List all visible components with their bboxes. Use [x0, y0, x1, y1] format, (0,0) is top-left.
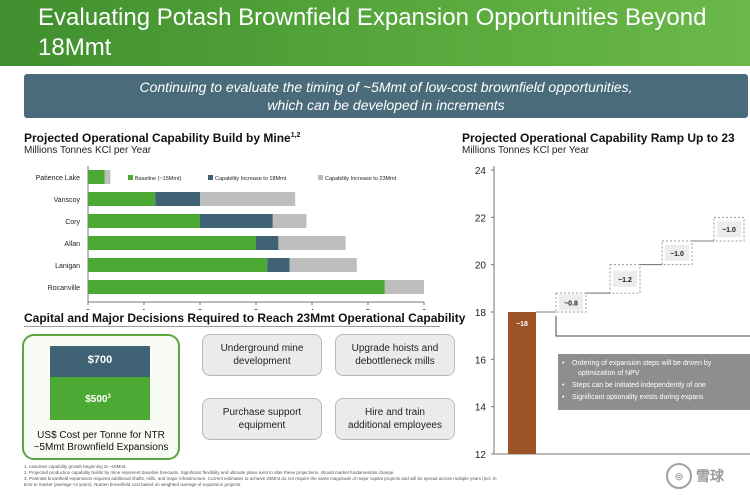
- y-tick-label: Vanscoy: [54, 197, 81, 204]
- bar-segment: [278, 236, 346, 250]
- bar-segment: [88, 214, 200, 228]
- bar-segment: [256, 236, 279, 250]
- bar-segment: [200, 192, 296, 206]
- bar-segment: [88, 236, 256, 250]
- x-tick-label: 1: [142, 308, 147, 310]
- step-label: ~1.2: [618, 277, 632, 284]
- y-tick-label: Cory: [65, 219, 80, 226]
- footnote-3: 3. Potential brownfield expansions requi…: [24, 476, 497, 481]
- start-bar: [508, 312, 536, 454]
- bar-segment: [289, 258, 357, 272]
- bar-segment: [200, 214, 273, 228]
- y-tick-label: 20: [475, 261, 487, 272]
- note-bullet: •: [562, 394, 565, 401]
- decision-upgrade-hoists: Upgrade hoists and debottleneck mills: [335, 334, 455, 376]
- cost-bar-graphic: $700 $5003: [50, 346, 150, 420]
- note-text: Steps can be initiated independently of …: [572, 382, 706, 389]
- inner-cost-sup: 3: [107, 394, 111, 400]
- y-tick-label: 14: [475, 403, 487, 414]
- x-tick-label: 5: [366, 308, 371, 310]
- page-title: Evaluating Potash Brownfield Expansion O…: [38, 4, 707, 61]
- footnotes: 1. Assumes capability growth beginning a…: [24, 464, 744, 498]
- note-text: optimization of NPV: [578, 370, 640, 377]
- inner-cost-value: $500: [85, 394, 108, 405]
- cost-caption: US$ Cost per Tonne for NTR ~5Mmt Brownfi…: [33, 430, 169, 453]
- x-tick-label: 0: [86, 308, 91, 310]
- x-tick-label: 4: [310, 308, 315, 310]
- cost-per-tonne-box: $700 $5003 US$ Cost per Tonne for NTR ~5…: [22, 334, 180, 460]
- y-tick-label: 22: [475, 213, 487, 224]
- inner-cost-bar: [50, 377, 150, 420]
- y-tick-label: 24: [475, 166, 487, 177]
- note-bullet: •: [562, 360, 565, 367]
- start-bar-label: ~18: [516, 321, 528, 328]
- inner-cost-label: $5003: [85, 394, 111, 405]
- capital-divider: [24, 326, 440, 327]
- note-text: Significant optionality exists during ex…: [572, 394, 704, 401]
- right-chart-title: Projected Operational Capability Ramp Up…: [462, 131, 735, 145]
- legend-swatch: [208, 175, 213, 180]
- header-bar: Evaluating Potash Brownfield Expansion O…: [0, 0, 750, 66]
- notes-box: [558, 354, 750, 410]
- step-label-box: [717, 221, 741, 238]
- legend-label: Baseline (~15Mmt): [135, 176, 181, 182]
- step-label: ~0.8: [564, 301, 578, 308]
- left-chart-title-text: Projected Operational Capability Build b…: [24, 131, 291, 145]
- y-tick-label: Lanigan: [55, 263, 80, 270]
- note-text: Ordering of expansion steps will be driv…: [572, 360, 712, 367]
- step-label-box: [613, 270, 637, 287]
- capital-section-title: Capital and Major Decisions Required to …: [24, 311, 466, 325]
- decision-underground-mine: Underground mine development: [202, 334, 322, 376]
- bar-segment: [384, 280, 424, 294]
- left-chart-subtitle: Millions Tonnes KCl per Year: [24, 145, 152, 156]
- snowball-logo-icon: ◎: [666, 463, 692, 489]
- watermark-text: 雪球: [696, 468, 724, 484]
- step-label-box: [559, 294, 583, 311]
- footnote-2: 2. Projected production capability build…: [24, 470, 395, 475]
- legend-swatch: [128, 175, 133, 180]
- bar-segment: [88, 258, 268, 272]
- x-tick-label: 6: [422, 308, 427, 310]
- y-tick-label: Allan: [64, 241, 80, 248]
- left-chart-title: Projected Operational Capability Build b…: [24, 131, 300, 145]
- bar-segment: [88, 170, 105, 184]
- decision-support-equipment: Purchase support equipment: [202, 398, 322, 440]
- y-tick-label: 16: [475, 355, 487, 366]
- legend-label: Capability Increase to 18Mmt: [215, 176, 287, 182]
- legend-label: Capability Increase to 23Mmt: [325, 176, 397, 182]
- y-tick-label: 12: [475, 450, 487, 460]
- step-label: ~1.0: [670, 251, 684, 258]
- left-chart-title-sup: 1,2: [290, 132, 301, 139]
- x-tick-label: 3: [254, 308, 259, 310]
- step-label: ~1.0: [722, 227, 736, 234]
- steps-bracket: [555, 316, 750, 337]
- total-cost-label: $700: [88, 354, 112, 366]
- right-chart-subtitle: Millions Tonnes KCl per Year: [462, 145, 590, 156]
- bar-segment: [88, 192, 156, 206]
- y-tick-label: Rocanville: [48, 285, 80, 292]
- y-tick-label: Patience Lake: [36, 175, 80, 182]
- bar-segment: [155, 192, 200, 206]
- mine-capability-chart: Patience Lake Vanscoy Cory Allan Lanigan Roca…: [36, 166, 427, 310]
- footnote-1: 1. Assumes capability growth beginning a…: [24, 464, 127, 469]
- x-tick-label: 2: [198, 308, 203, 310]
- bar-segment: [88, 280, 385, 294]
- bar-segment: [267, 258, 290, 272]
- legend-swatch: [318, 175, 323, 180]
- bar-segment: [272, 214, 307, 228]
- banner-text: Continuing to evaluate the timing of ~5M…: [139, 79, 633, 113]
- bar-segment: [104, 170, 111, 184]
- capability-rampup-chart: 12 14 16 18 20 22 24 ~18 ~0.8 ~1.2 ~1.0 ~1.0 • Orderi…: [475, 166, 750, 460]
- footnote-4: time to market (average <4 years). Nutri…: [24, 482, 242, 487]
- note-bullet: •: [562, 382, 565, 389]
- y-tick-label: 18: [475, 308, 487, 319]
- step-label-box: [665, 244, 689, 261]
- decision-hire-train: Hire and train additional employees: [335, 398, 455, 440]
- summary-banner: Continuing to evaluate the timing of ~5M…: [24, 74, 748, 118]
- snowball-watermark: ◎ 雪球: [666, 458, 750, 494]
